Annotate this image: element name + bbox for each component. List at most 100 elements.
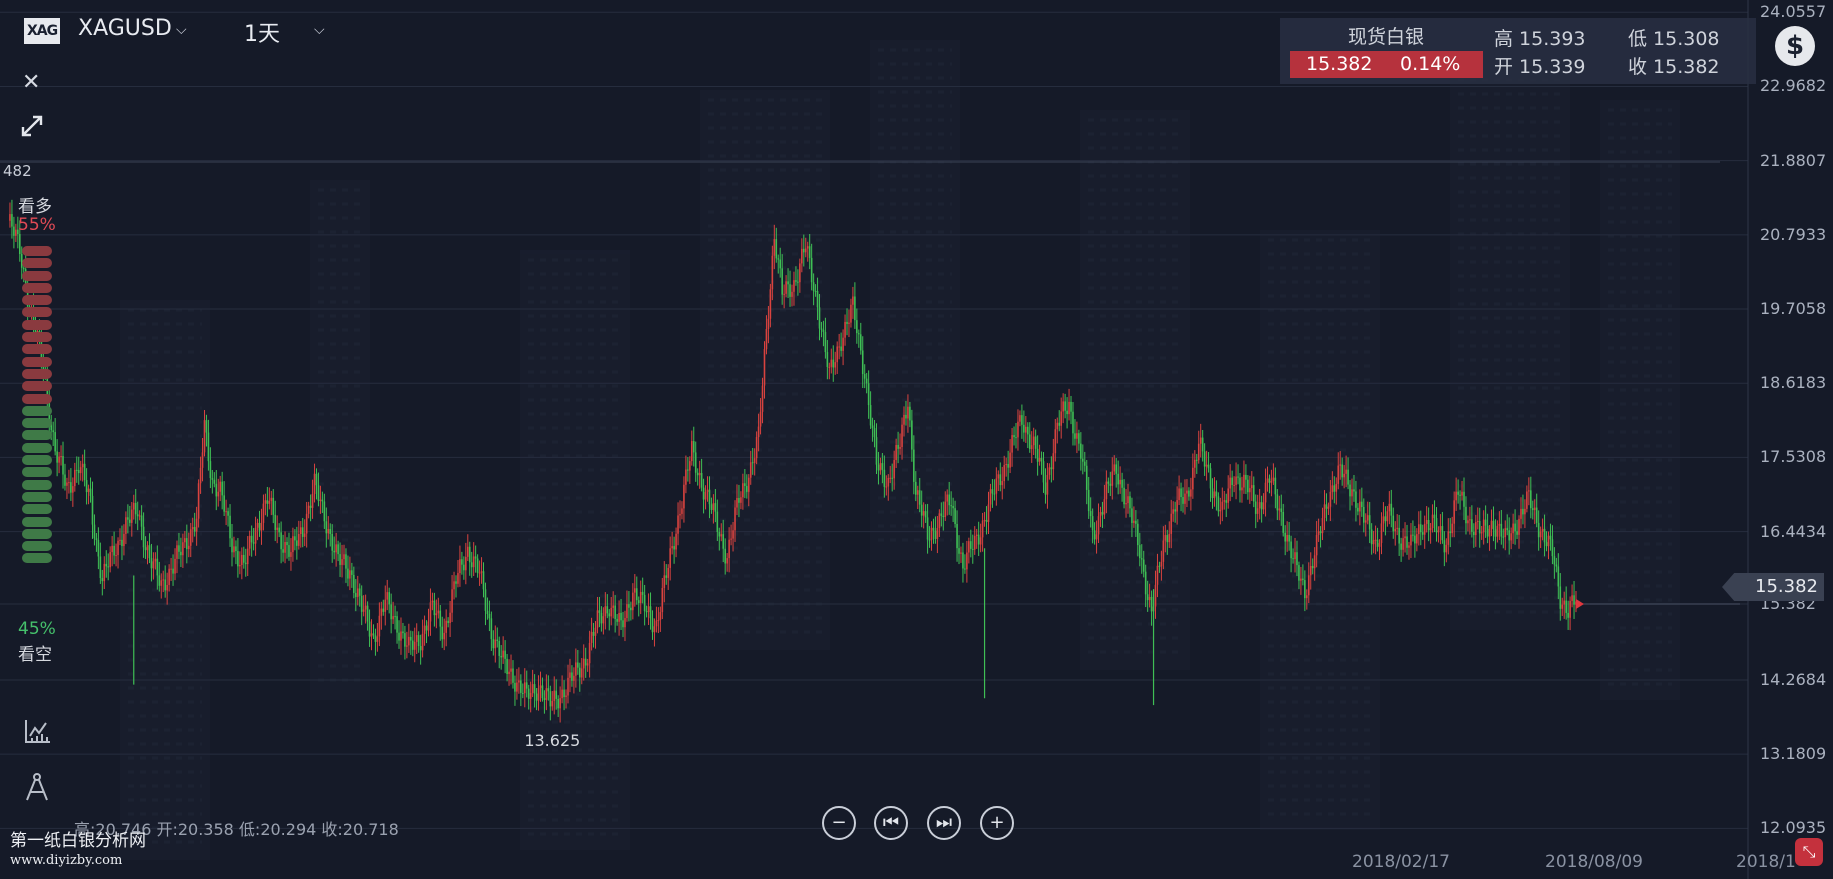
candle-body <box>783 293 785 295</box>
candle-body <box>1003 465 1006 482</box>
candle-body <box>1150 596 1153 612</box>
candle-body <box>975 534 978 536</box>
candle-body <box>1345 469 1347 474</box>
candle-body <box>1298 565 1300 581</box>
candle-body <box>1258 502 1261 509</box>
candle-body <box>594 627 597 636</box>
candle-body <box>1526 491 1528 509</box>
candle-body <box>1353 489 1355 492</box>
last-price-badge: 15.382 0.14% <box>1290 51 1483 78</box>
candle-body <box>115 555 117 557</box>
candle-body <box>1551 539 1554 557</box>
candle-body <box>140 515 143 527</box>
chevron-down-icon[interactable]: ⌵ <box>314 22 325 38</box>
candle-body <box>1498 523 1501 526</box>
candle-body <box>1573 595 1575 605</box>
candle-body <box>20 254 23 268</box>
candle-body <box>1017 421 1019 438</box>
candle-body <box>1296 552 1298 566</box>
candle-body <box>1005 464 1007 466</box>
candle-body <box>1425 520 1428 524</box>
candle-body <box>1390 503 1393 516</box>
candle-body <box>647 606 650 613</box>
candle-body <box>1449 531 1452 534</box>
candle-body <box>924 511 927 518</box>
candle-body <box>465 556 467 571</box>
dollar-icon[interactable]: $ <box>1775 26 1815 66</box>
candle-body <box>1378 543 1381 547</box>
drawing-tools-icon[interactable] <box>24 772 50 808</box>
candle-body <box>1172 509 1174 514</box>
candle-body <box>1302 578 1304 581</box>
candle-body <box>679 513 681 516</box>
period-selector[interactable]: 1天 <box>244 22 280 47</box>
candle-body <box>508 671 510 675</box>
candle-body <box>1467 520 1469 524</box>
candle-body <box>604 606 607 617</box>
expand-icon[interactable] <box>20 114 44 144</box>
candle-body <box>170 568 172 570</box>
candle-body <box>1364 520 1367 523</box>
candle-body <box>419 646 422 651</box>
candle-body <box>514 682 516 692</box>
jump-start-button[interactable]: ⏮ <box>874 806 908 840</box>
candle-body <box>113 545 115 556</box>
symbol-selector[interactable]: XAGUSD <box>78 16 172 41</box>
candle-body <box>512 668 514 683</box>
bull-gauge-segment <box>22 344 52 355</box>
zoom-out-button[interactable]: − <box>822 806 856 840</box>
candle-body <box>1032 436 1035 446</box>
candle-body <box>946 494 949 502</box>
candle-body <box>1292 558 1294 560</box>
candle-body <box>1284 532 1286 542</box>
candle-body <box>1280 508 1283 512</box>
candle-body <box>288 545 290 557</box>
candle-body <box>1101 512 1104 515</box>
candle-body <box>1569 600 1571 618</box>
candle-body <box>826 352 829 367</box>
candle-body <box>1496 525 1499 537</box>
bear-gauge-segment <box>22 553 52 564</box>
candle-body <box>628 604 630 608</box>
candle-body <box>463 564 465 571</box>
candle-body <box>376 636 379 642</box>
candle-body <box>1394 528 1397 532</box>
candle-body <box>1347 469 1349 485</box>
candle-body <box>1133 520 1135 523</box>
close-icon[interactable]: ✕ <box>22 70 41 95</box>
candle-body <box>103 563 106 582</box>
fullscreen-exit-icon[interactable]: ⤡ <box>1795 838 1823 866</box>
candle-body <box>1368 515 1371 530</box>
watermark-title: 第一纸白银分析网 <box>10 831 146 851</box>
candle-body <box>608 613 611 617</box>
candle-body <box>1453 500 1455 524</box>
candle-body <box>354 592 357 597</box>
chevron-down-icon[interactable]: ⌵ <box>176 22 187 38</box>
candle-body <box>584 658 587 666</box>
candle-body <box>1427 520 1430 531</box>
candle-body <box>964 568 966 570</box>
candle-body <box>260 522 263 531</box>
background-decoration <box>120 40 1680 860</box>
candle-body <box>753 458 756 463</box>
candle-body <box>500 655 502 658</box>
chart-overlay: 13.625 <box>524 598 1740 750</box>
candle-body <box>571 672 573 681</box>
jump-end-button[interactable]: ⏭ <box>927 806 961 840</box>
candle-body <box>15 229 17 236</box>
candle-body <box>1304 580 1306 599</box>
bull-gauge-segment <box>22 282 52 293</box>
candle-body <box>207 432 210 462</box>
candle-body <box>983 519 986 521</box>
candle-body <box>172 568 174 574</box>
candle-body <box>1266 478 1269 483</box>
candle-body <box>669 548 671 568</box>
candle-body <box>402 631 404 634</box>
indicator-icon[interactable] <box>24 718 52 750</box>
candle-body <box>573 675 575 681</box>
candle-body <box>182 542 184 556</box>
zoom-in-button[interactable]: + <box>980 806 1014 840</box>
candle-body <box>696 472 699 476</box>
candle-body <box>457 573 459 584</box>
